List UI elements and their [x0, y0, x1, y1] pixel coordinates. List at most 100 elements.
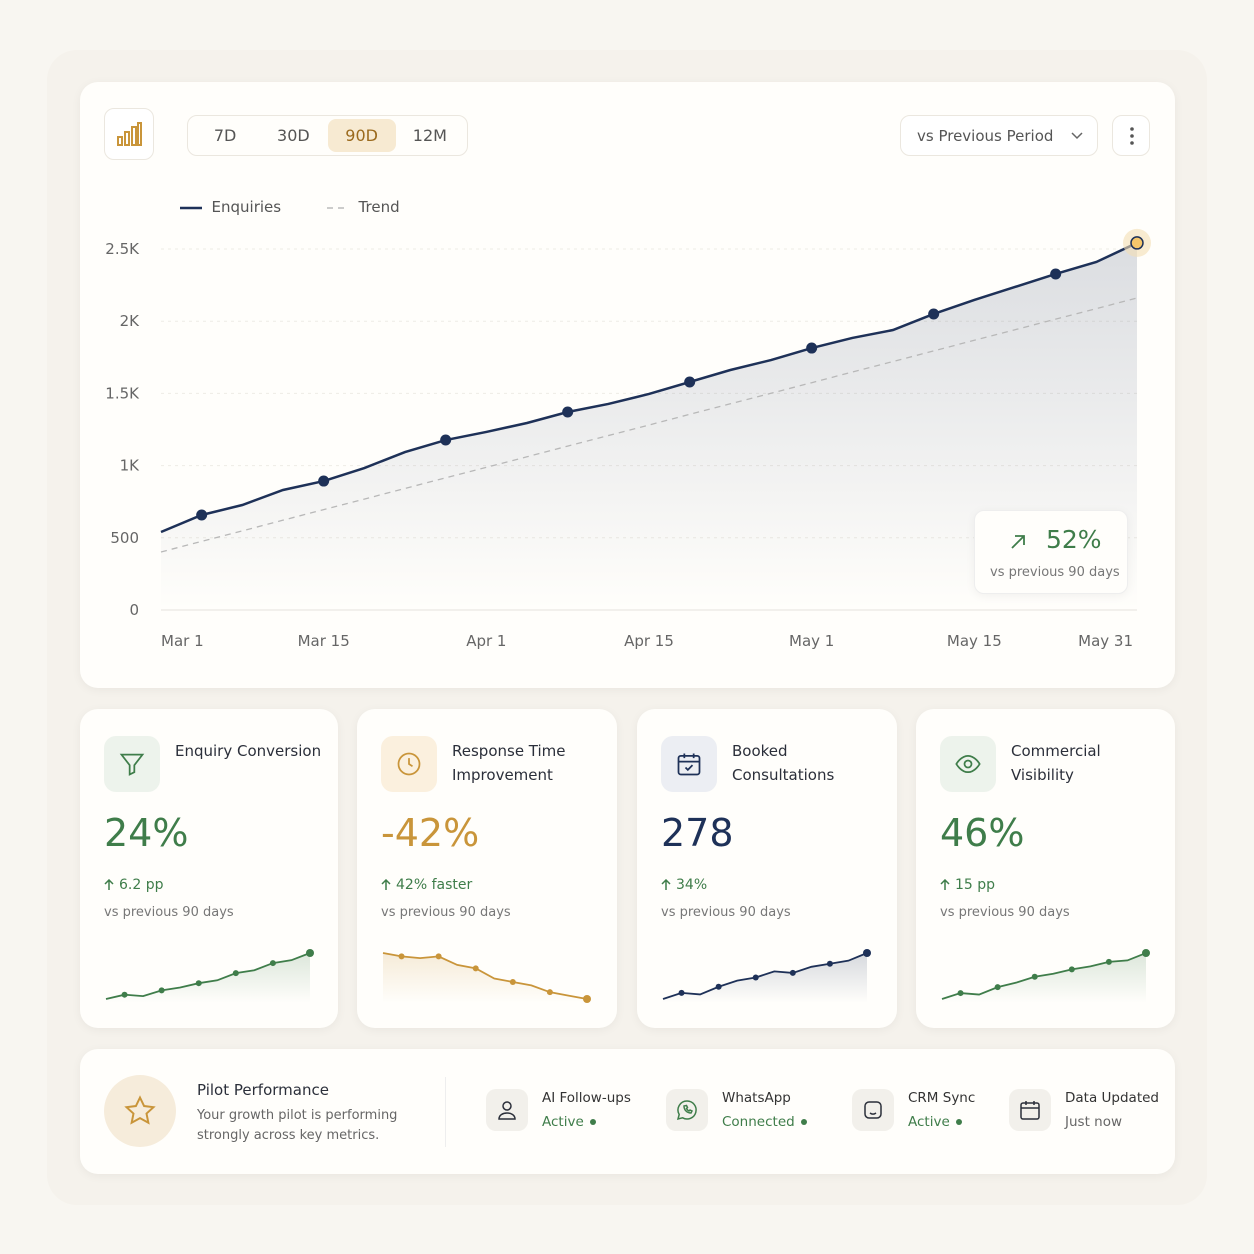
x-tick-label: Mar 1	[161, 632, 204, 650]
trend-line	[160, 297, 1138, 553]
sparkline	[941, 949, 1150, 1003]
sparkline-point	[398, 953, 405, 960]
kpi-card: Booked Consultations 278 34% vs previous 90…	[637, 709, 897, 1028]
compare-label: vs Previous Period	[917, 127, 1054, 145]
sparkline	[662, 949, 871, 1003]
point	[684, 376, 696, 388]
y-tick-label: 1.5K	[105, 384, 140, 402]
kpi-delta-text: 42% faster	[396, 877, 473, 893]
kpi-card: Response Time Improvement -42% 42% faster v…	[357, 709, 617, 1028]
sparkline-line	[662, 952, 868, 1000]
sparkline-area	[383, 953, 587, 1003]
x-tick-label: May 31	[1078, 632, 1133, 650]
status-text: WhatsApp Connected	[722, 1090, 807, 1130]
status-item: WhatsApp Connected	[666, 1089, 807, 1131]
status-icon	[1009, 1089, 1051, 1131]
growth-note: vs previous 90 days	[990, 565, 1120, 580]
sparkline-point	[715, 983, 722, 990]
status-label: Data Updated	[1065, 1090, 1159, 1106]
sparkline-point	[1068, 966, 1075, 973]
sparkline-point	[232, 970, 239, 977]
status-state-text: Active	[908, 1114, 950, 1130]
status-label: WhatsApp	[722, 1090, 791, 1106]
point	[806, 342, 818, 354]
status-label: CRM Sync	[908, 1090, 976, 1106]
y-tick-label: 2.5K	[105, 240, 140, 258]
y-tick-label: 0	[129, 601, 139, 619]
status-state-text: Connected	[722, 1114, 795, 1130]
sparkline-point	[158, 987, 165, 994]
legend-item: Enquiries	[180, 198, 281, 216]
sparkline-point	[509, 978, 516, 985]
range-option[interactable]: 30D	[277, 126, 310, 145]
point	[196, 509, 208, 521]
main-chart: 0 500 1K 1.5K 2K 2.5K Mar 1 Mar 15 Apr 1 Apr 15 Ma…	[105, 228, 1151, 650]
sparkline-area	[663, 953, 867, 1003]
y-tick-label: 1K	[120, 457, 141, 475]
point	[562, 406, 574, 418]
kpi-delta-text: 15 pp	[955, 877, 996, 893]
kpi-icon	[104, 736, 160, 792]
status-state: Active	[542, 1114, 631, 1130]
kpi-delta: 42% faster	[381, 877, 472, 893]
sparkline-point	[789, 969, 796, 976]
sparkline-point	[472, 965, 479, 972]
kpi-card: Commercial Visibility 46% 15 pp vs previous…	[916, 709, 1175, 1028]
sparkline-point	[306, 949, 314, 957]
status-state: Active	[908, 1114, 975, 1130]
status-text: Data Updated Just now	[1065, 1090, 1159, 1130]
legend-item: Trend	[327, 198, 400, 216]
kpi-title: Booked Consultations	[732, 742, 835, 784]
status-icon	[486, 1089, 528, 1131]
status-item: AI Follow-ups Active	[486, 1089, 631, 1131]
kpi-note: vs previous 90 days	[104, 905, 234, 920]
compare-dropdown[interactable]: vs Previous Period	[900, 115, 1098, 156]
point	[1050, 268, 1062, 280]
range-option[interactable]: 7D	[213, 126, 237, 145]
sparkline-line	[105, 952, 311, 1000]
status-icon	[852, 1089, 894, 1131]
x-tick-label: Mar 15	[298, 632, 350, 650]
kpi-value: 278	[661, 811, 734, 855]
growth-badge: 52% vs previous 90 days	[974, 510, 1128, 594]
sparkline-point	[1105, 958, 1112, 965]
sparkline-point	[994, 984, 1001, 991]
point	[440, 434, 452, 446]
sparkline-point	[826, 960, 833, 967]
sparkline-point	[269, 960, 276, 967]
y-tick-label: 2K	[120, 312, 141, 330]
kpi-icon	[940, 736, 996, 792]
sparkline-point	[195, 980, 202, 987]
sparkline	[105, 949, 314, 1003]
status-text: AI Follow-ups Active	[542, 1090, 631, 1130]
x-tick-label: Apr 1	[466, 632, 506, 650]
more-button[interactable]	[1112, 115, 1150, 156]
footer-card: Pilot Performance Your growth pilot is p…	[80, 1049, 1175, 1174]
y-tick-label: 500	[110, 529, 139, 547]
status-dot	[955, 1119, 962, 1125]
kpi-delta: 34%	[661, 877, 707, 893]
kpi-delta: 6.2 pp	[104, 877, 164, 893]
footer-title: Pilot Performance	[197, 1081, 329, 1099]
sparkline-point	[678, 989, 685, 996]
status-icon	[666, 1089, 708, 1131]
kpi-value: 24%	[104, 811, 189, 855]
point	[318, 475, 330, 487]
kpi-title: Commercial Visibility	[1011, 742, 1101, 784]
kpi-delta-text: 34%	[676, 877, 708, 893]
chart-icon[interactable]	[104, 108, 154, 160]
range-selector: 7D 30D 90D 12M	[187, 115, 468, 156]
x-tick-label: May 1	[789, 632, 834, 650]
status-state-text: Just now	[1065, 1114, 1123, 1130]
sparkline-point	[957, 990, 964, 997]
sparkline-line	[941, 952, 1147, 1000]
sparkline-area	[106, 953, 310, 1003]
status-state-text: Active	[542, 1114, 584, 1130]
range-option[interactable]: 90D	[327, 119, 396, 152]
status-label: AI Follow-ups	[542, 1090, 631, 1106]
sparkline-point	[1142, 949, 1150, 957]
sparkline-line	[382, 952, 588, 1000]
kpi-delta: 15 pp	[940, 877, 995, 893]
range-option[interactable]: 12M	[412, 126, 447, 145]
